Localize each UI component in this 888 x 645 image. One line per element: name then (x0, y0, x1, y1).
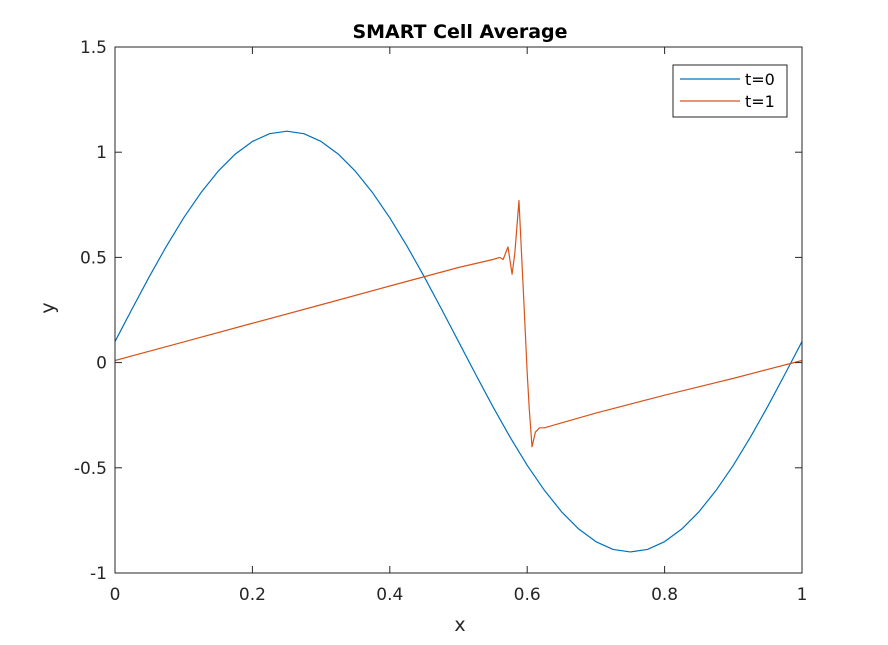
y-ticks: -1 -0.5 0 0.5 1 1.5 (74, 38, 802, 584)
chart-title: SMART Cell Average (352, 21, 567, 43)
axes (114, 46, 803, 574)
axes-box (114, 46, 803, 574)
series-layer (114, 130, 803, 553)
y-axis-label: y (37, 302, 59, 313)
x-tick-label: 1 (797, 585, 808, 605)
x-axis-label: x (454, 614, 465, 636)
legend-label-2: t=1 (745, 92, 775, 111)
legend-label-1: t=0 (745, 70, 775, 89)
y-tick-label: 0 (96, 354, 107, 374)
plot-area (115, 47, 802, 573)
y-tick-label: -0.5 (74, 459, 107, 479)
plot-background (115, 47, 802, 573)
y-tick-label: -1 (90, 564, 107, 584)
legend: t=0t=1 (672, 64, 788, 118)
y-tick-label: 0.5 (80, 248, 107, 268)
x-ticks: 0 0.2 0.4 0.6 0.8 1 (110, 47, 808, 605)
x-tick-label: 0.8 (651, 585, 678, 605)
x-tick-label: 0 (110, 585, 121, 605)
y-tick-label: 1.5 (80, 38, 107, 58)
series-line-2 (114, 199, 803, 448)
x-tick-label: 0.2 (239, 585, 266, 605)
y-tick-label: 1 (96, 143, 107, 163)
x-tick-label: 0.6 (514, 585, 541, 605)
x-tick-label: 0.4 (376, 585, 403, 605)
legend-box (672, 64, 788, 118)
series-line-1 (114, 130, 803, 553)
